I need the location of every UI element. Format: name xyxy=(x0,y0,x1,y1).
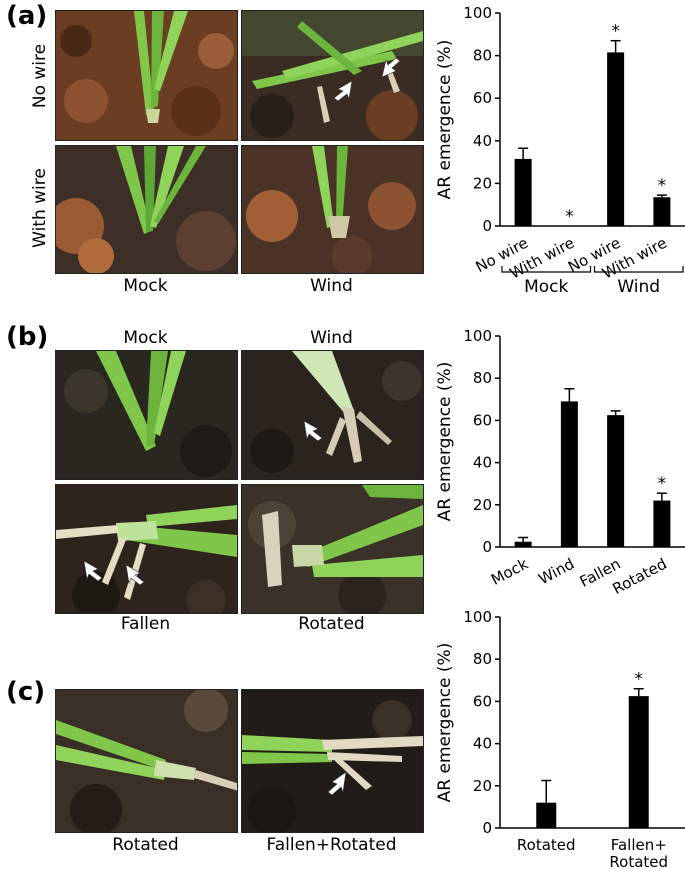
y-axis-label: AR emergence (%) xyxy=(435,40,455,200)
y-tick-label: 40 xyxy=(473,132,492,150)
x-tick-label: Rotated xyxy=(609,853,668,869)
y-tick-label: 0 xyxy=(482,819,492,837)
y-axis-label: AR emergence (%) xyxy=(435,643,455,803)
y-tick-label: 60 xyxy=(473,692,492,710)
y-tick-label: 80 xyxy=(473,369,492,387)
y-tick-label: 0 xyxy=(482,217,492,235)
y-tick-label: 80 xyxy=(473,650,492,668)
bar xyxy=(628,696,649,828)
significance-mark: * xyxy=(635,670,644,690)
bar xyxy=(653,197,671,226)
photo-rotated-b xyxy=(241,484,424,614)
caption-fallen-b: Fallen xyxy=(120,614,171,634)
photo-fallen-b xyxy=(55,484,238,614)
photo-mock-no-wire xyxy=(55,10,238,141)
caption-wind-a: Wind xyxy=(310,276,353,296)
bar xyxy=(514,541,532,547)
y-tick-label: 100 xyxy=(463,327,492,345)
panel-label-a: (a) xyxy=(6,1,48,31)
caption-mock-b: Mock xyxy=(123,328,168,348)
y-tick-label: 40 xyxy=(473,735,492,753)
photo-wind-with-wire xyxy=(241,145,424,274)
panel-label-c: (c) xyxy=(6,677,46,707)
panel-label-b: (b) xyxy=(6,322,49,352)
photo-mock-with-wire xyxy=(55,145,238,274)
y-tick-label: 20 xyxy=(473,174,492,192)
bar xyxy=(607,415,625,547)
x-tick-label: Fallen+ xyxy=(611,836,667,854)
y-tick-label: 100 xyxy=(463,4,492,22)
y-axis-label: AR emergence (%) xyxy=(435,362,455,522)
y-tick-label: 100 xyxy=(463,608,492,626)
group-label: Wind xyxy=(617,277,660,297)
white-arrow-icon xyxy=(333,57,401,102)
photo-wind-b xyxy=(241,350,424,480)
y-tick-label: 60 xyxy=(473,89,492,107)
caption-fallen-rotated-c: Fallen+Rotated xyxy=(266,835,397,855)
photo-fallen-rotated-c xyxy=(241,689,424,833)
bar xyxy=(607,52,625,226)
y-tick-label: 0 xyxy=(482,538,492,556)
bar xyxy=(653,500,671,547)
caption-mock-a: Mock xyxy=(123,276,168,296)
white-arrow-icon xyxy=(303,420,323,442)
white-arrow-icon xyxy=(83,560,145,586)
bar xyxy=(514,158,532,226)
significance-mark: * xyxy=(565,207,574,227)
group-label: Mock xyxy=(524,277,568,297)
bar xyxy=(536,802,557,828)
y-tick-label: 80 xyxy=(473,47,492,65)
bar-chart-c: 0 20 40 60 80 100 AR emergence (%) Rotated * Fall… xyxy=(435,608,685,869)
bar xyxy=(560,401,578,547)
row-label-no-wire: No wire xyxy=(30,43,50,109)
y-tick-label: 20 xyxy=(473,777,492,795)
significance-mark: * xyxy=(658,176,667,196)
photo-mock-b xyxy=(55,350,238,480)
y-tick-label: 40 xyxy=(473,454,492,472)
significance-mark: * xyxy=(658,474,667,494)
row-label-with-wire: With wire xyxy=(30,168,50,248)
group-bracket xyxy=(501,266,592,273)
caption-wind-b: Wind xyxy=(310,328,353,348)
x-tick-label: Rotated xyxy=(517,836,576,854)
y-tick-label: 20 xyxy=(473,496,492,514)
x-tick-label: Mock xyxy=(488,554,531,588)
group-bracket xyxy=(593,266,684,273)
white-arrow-icon xyxy=(327,771,347,796)
x-tick-label: Wind xyxy=(536,555,578,589)
caption-rotated-c: Rotated xyxy=(112,835,179,855)
significance-mark: * xyxy=(611,22,620,42)
x-tick-label: Rotated xyxy=(610,555,670,598)
photo-wind-no-wire xyxy=(241,10,424,141)
photo-rotated-c xyxy=(55,689,238,833)
y-tick-label: 60 xyxy=(473,411,492,429)
caption-rotated-b: Rotated xyxy=(298,614,365,634)
